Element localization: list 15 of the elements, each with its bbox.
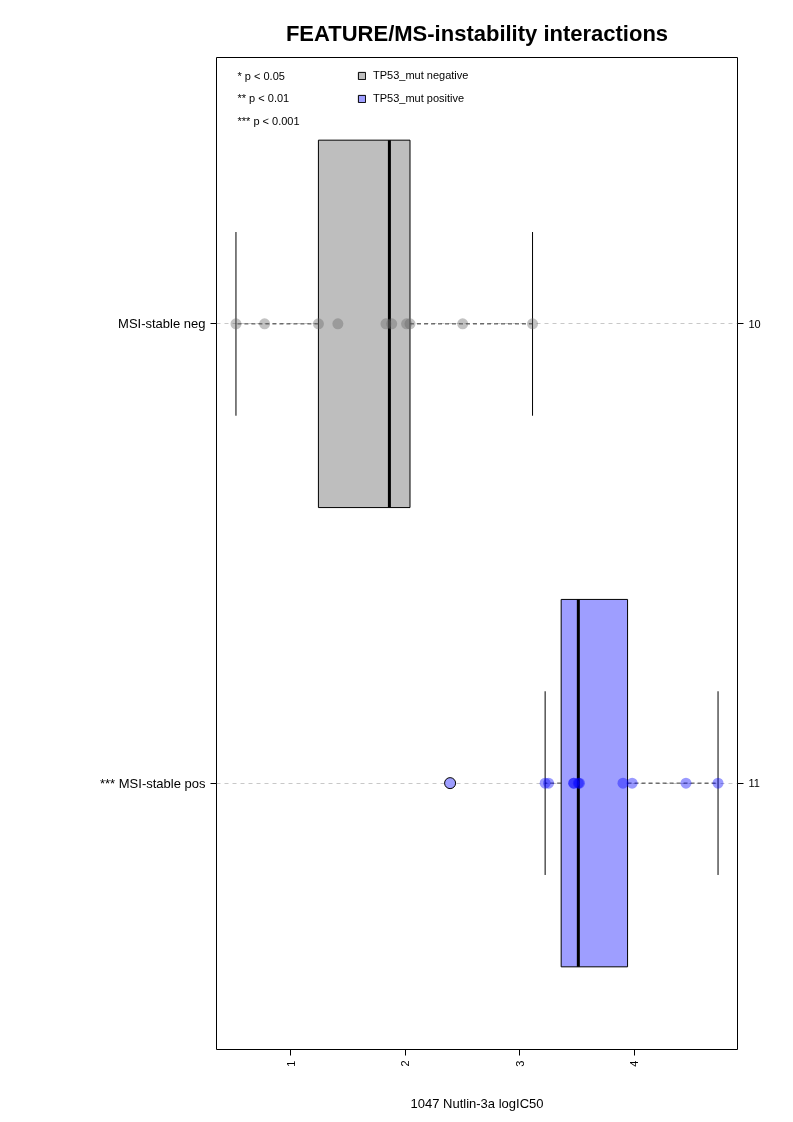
x-tick-label: 4 — [628, 1060, 641, 1067]
y2-tick-label: 11 — [748, 777, 760, 790]
annotation: ** p < 0.01 — [237, 92, 290, 104]
legend-label: TP53_mut positive — [373, 91, 465, 106]
legend-label: TP53_mut negative — [373, 68, 469, 83]
annotation: *** p < 0.001 — [237, 114, 300, 127]
x-tick-label: 1 — [284, 1060, 297, 1067]
chart-title: FEATURE/MS-instability interactions — [285, 20, 669, 46]
x-axis-title: 1047 Nutlin-3a logIC50 — [410, 1095, 544, 1111]
x-tick-label: 2 — [399, 1060, 412, 1067]
y-tick-label: MSI-stable neg — [118, 316, 206, 332]
annotation: * p < 0.05 — [237, 69, 285, 82]
x-tick-label: 3 — [513, 1060, 526, 1067]
y-tick-label: *** MSI-stable pos — [100, 775, 206, 791]
y2-tick-label: 10 — [748, 317, 761, 330]
